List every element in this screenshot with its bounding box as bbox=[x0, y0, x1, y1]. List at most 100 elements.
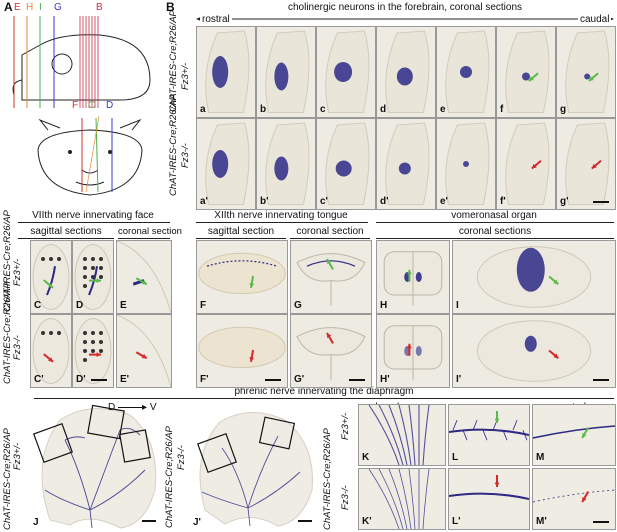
panel-label: f' bbox=[500, 196, 506, 207]
brain-slice-b: b bbox=[256, 26, 316, 118]
bottom-left-geno: Fz3+/- bbox=[12, 442, 23, 470]
brain-slice-a': a' bbox=[196, 118, 256, 210]
section-line-letters-bottom: F C D bbox=[72, 100, 132, 114]
section-mid-row2-label: ChAT-IRES-Cre;R26/AP bbox=[2, 282, 13, 384]
panel-label: I bbox=[456, 300, 459, 311]
sub-coronal-section: coronal section bbox=[118, 226, 182, 237]
section-b-row2-geno: Fz3-/- bbox=[180, 143, 191, 168]
diaphragm-J-prime: J' bbox=[190, 400, 318, 530]
scale-bar bbox=[593, 201, 609, 203]
section-bottom-line bbox=[34, 398, 614, 399]
scalebar-J bbox=[142, 520, 156, 522]
header-vno: vomeronasal organ bbox=[451, 210, 537, 221]
header-vii-line bbox=[18, 222, 170, 223]
letter-D: D bbox=[106, 100, 114, 111]
phrenic-panel-L': L' bbox=[448, 468, 530, 530]
bottom-right-geno1: Fz3+/- bbox=[340, 412, 351, 440]
brain-slice-f': f' bbox=[496, 118, 556, 210]
panel-label: K bbox=[362, 452, 370, 463]
bottom-mid-geno: Fz3-/- bbox=[176, 445, 187, 470]
panel-label: I' bbox=[456, 374, 462, 385]
brain-slice-g: g bbox=[556, 26, 616, 118]
panel-label: e' bbox=[440, 196, 448, 207]
panel-label: g' bbox=[560, 196, 569, 207]
phrenic-panel-M': M' bbox=[532, 468, 616, 530]
panel-label: G' bbox=[294, 374, 305, 385]
sub-coronal-section-2: coronal section bbox=[296, 226, 364, 237]
dv-v: V bbox=[149, 402, 157, 413]
panel-label: D' bbox=[76, 374, 86, 385]
rostral-caudal-arrow bbox=[196, 14, 614, 24]
letter-G: G bbox=[54, 2, 62, 13]
phrenic-panel-K': K' bbox=[358, 468, 446, 530]
header-vii: VIIth nerve innervating face bbox=[32, 210, 154, 221]
mid-panel-C': C' bbox=[30, 314, 72, 388]
panel-label: b bbox=[260, 104, 267, 115]
section-bottom-title: phrenic nerve innervating the diaphragm bbox=[234, 386, 414, 397]
sub-line-2 bbox=[118, 238, 170, 239]
section-line-letters-top: E H I G B bbox=[14, 2, 124, 16]
schematic-drawing bbox=[0, 0, 160, 200]
panel-label: g bbox=[560, 104, 567, 115]
panel-label: E bbox=[120, 300, 127, 311]
brain-slice-f: f bbox=[496, 26, 556, 118]
phrenic-panel-M: M bbox=[532, 404, 616, 466]
brain-slice-d': d' bbox=[376, 118, 436, 210]
sub-sagittal-section: sagittal section bbox=[207, 226, 275, 237]
panel-label: D bbox=[76, 300, 84, 311]
panel-label: G bbox=[294, 300, 302, 311]
scale-bar bbox=[349, 379, 365, 381]
sub-line-5 bbox=[376, 238, 614, 239]
section-b-title: cholinergic neurons in the forebrain, co… bbox=[287, 2, 523, 13]
label-J-prime: J' bbox=[193, 517, 201, 528]
sub-sagittal-sections: sagittal sections bbox=[30, 226, 102, 237]
bottom-right-label: ChAT-IRES-Cre;R26/AP bbox=[322, 428, 333, 530]
mid-panel-F': F' bbox=[196, 314, 288, 388]
panel-label: K' bbox=[362, 516, 372, 527]
section-mid-row1-geno: Fz3+/- bbox=[12, 258, 23, 286]
section-mid-row2-geno: Fz3-/- bbox=[12, 335, 23, 360]
phrenic-panel-L: L bbox=[448, 404, 530, 466]
panel-label: c' bbox=[320, 196, 328, 207]
panel-label: C' bbox=[34, 374, 44, 385]
panel-label: C bbox=[34, 300, 42, 311]
caudal-label: caudal bbox=[578, 14, 612, 25]
panel-label: E' bbox=[120, 374, 130, 385]
mid-panel-D': D' bbox=[72, 314, 114, 388]
mid-panel-E': E' bbox=[116, 314, 172, 388]
sub-line-4 bbox=[290, 238, 370, 239]
letter-B: B bbox=[96, 2, 103, 13]
dv-d: D bbox=[108, 402, 116, 413]
header-xii: XIIth nerve innervating tongue bbox=[214, 210, 348, 221]
mid-panel-F: F bbox=[196, 240, 288, 314]
panel-label: d' bbox=[380, 196, 389, 207]
brain-slice-d: d bbox=[376, 26, 436, 118]
phrenic-panel-K: K bbox=[358, 404, 446, 466]
mid-panel-I: I bbox=[452, 240, 616, 314]
section-b-row2-label: ChAT-IRES-Cre;R26/AP bbox=[168, 94, 179, 196]
mid-panel-D: D bbox=[72, 240, 114, 314]
sub-line-1 bbox=[18, 238, 114, 239]
panel-label: e bbox=[440, 104, 446, 115]
brain-slice-g': g' bbox=[556, 118, 616, 210]
mid-panel-I': I' bbox=[452, 314, 616, 388]
rostral-label: rostral bbox=[200, 14, 232, 25]
mid-panel-C: C bbox=[30, 240, 72, 314]
brain-slice-a: a bbox=[196, 26, 256, 118]
panel-label: d bbox=[380, 104, 387, 115]
brain-slice-c: c bbox=[316, 26, 376, 118]
diaphragm-J: J bbox=[30, 400, 162, 530]
header-xii-line bbox=[196, 222, 368, 223]
scale-bar bbox=[593, 379, 609, 381]
sub-line-3 bbox=[196, 238, 286, 239]
brain-slice-c': c' bbox=[316, 118, 376, 210]
letter-H: H bbox=[26, 2, 34, 13]
panel-label: H bbox=[380, 300, 388, 311]
label-J: J bbox=[33, 517, 39, 528]
panel-label: F' bbox=[200, 374, 209, 385]
letter-E: E bbox=[14, 2, 21, 13]
mid-panel-E: E bbox=[116, 240, 172, 314]
scale-bar bbox=[265, 379, 281, 381]
header-vno-line bbox=[376, 222, 614, 223]
panel-label: M' bbox=[536, 516, 547, 527]
